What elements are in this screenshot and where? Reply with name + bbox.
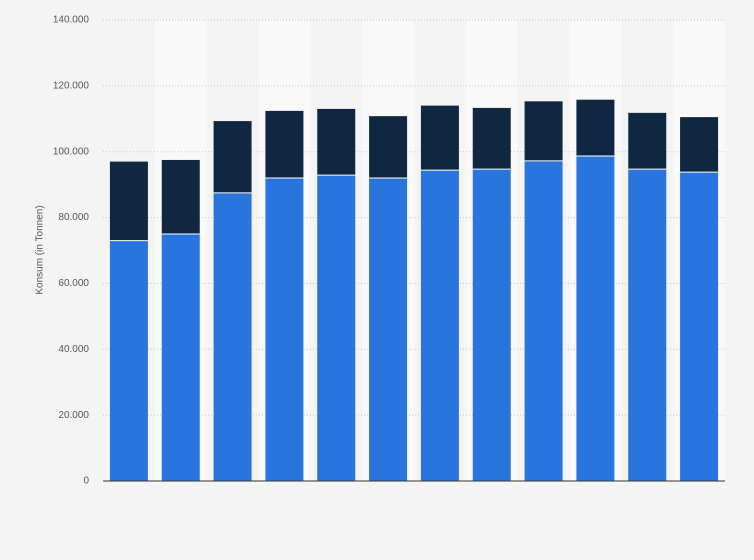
y-tick-label: 80.000 bbox=[58, 212, 89, 223]
bar-segment bbox=[420, 170, 459, 481]
bar-segment bbox=[109, 161, 148, 241]
y-tick-label: 140.000 bbox=[53, 15, 90, 26]
y-tick-label: 60.000 bbox=[58, 278, 89, 289]
bar-segment bbox=[576, 99, 615, 156]
bar-segment bbox=[317, 175, 356, 481]
bar-segment bbox=[524, 101, 563, 161]
bar-segment bbox=[213, 121, 252, 193]
bar-segment bbox=[109, 240, 148, 481]
bar-segment bbox=[576, 155, 615, 481]
bar-segment bbox=[369, 178, 408, 482]
bar-segment bbox=[213, 192, 252, 481]
bar-segment bbox=[628, 169, 667, 481]
bar-segment bbox=[265, 178, 304, 482]
y-tick-label: 20.000 bbox=[58, 410, 89, 421]
bar-segment bbox=[317, 108, 356, 176]
y-tick-label: 0 bbox=[83, 476, 89, 487]
bar-segment bbox=[680, 172, 719, 481]
bar-segment bbox=[524, 160, 563, 482]
bar-segment bbox=[472, 107, 511, 170]
bar-segment bbox=[369, 116, 408, 179]
bar-segment bbox=[265, 110, 304, 179]
bar-segment bbox=[161, 159, 200, 235]
bar-segment bbox=[680, 117, 719, 173]
bar-segment bbox=[628, 112, 667, 170]
y-tick-label: 120.000 bbox=[53, 80, 90, 91]
bar-segment bbox=[420, 105, 459, 171]
y-axis-label: Konsum (in Tonnen) bbox=[35, 205, 46, 294]
bar-segment bbox=[161, 234, 200, 481]
y-tick-label: 40.000 bbox=[58, 344, 89, 355]
y-tick-label: 100.000 bbox=[53, 146, 90, 157]
bar-segment bbox=[472, 169, 511, 481]
